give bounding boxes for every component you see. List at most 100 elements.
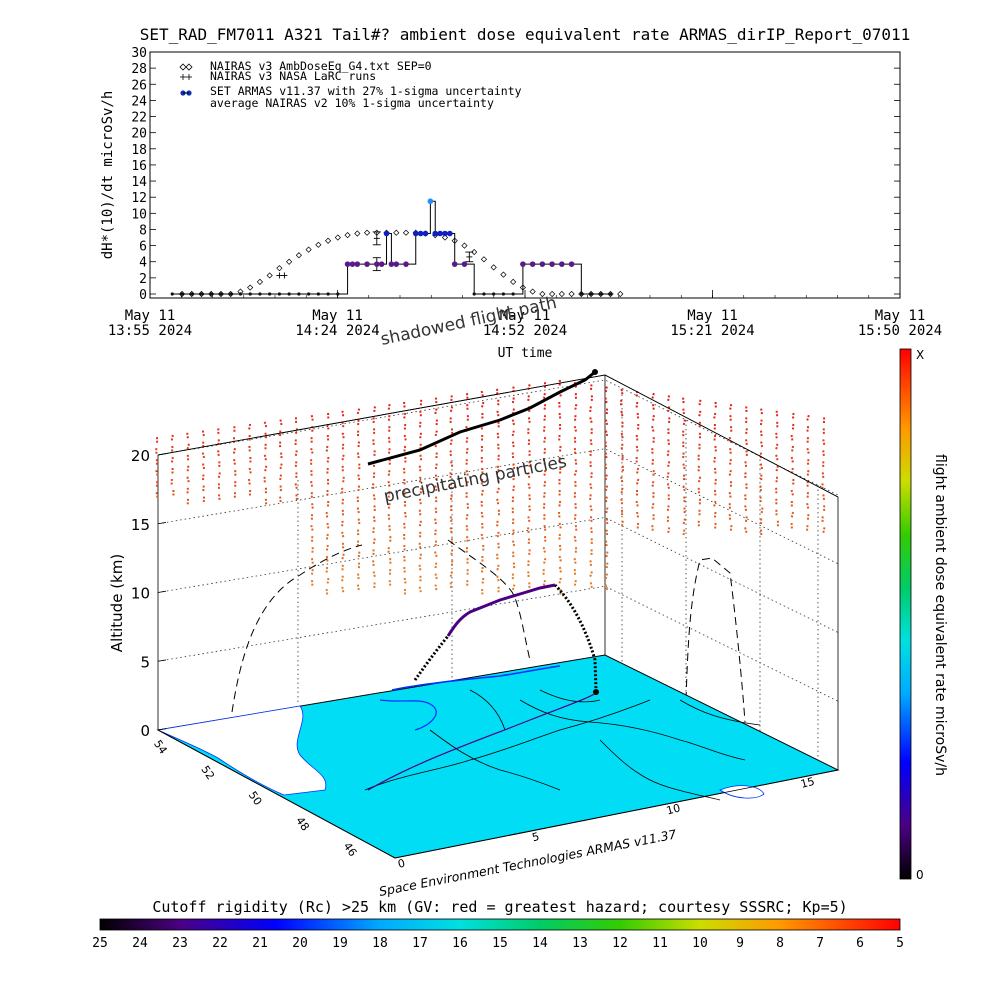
particle-streak xyxy=(325,445,329,453)
armas-dot-point xyxy=(326,292,330,296)
nairas-diamond-point xyxy=(256,278,264,285)
particle-streak xyxy=(372,516,376,523)
particle-streak xyxy=(651,425,655,433)
cutoff-colorbar-tick-label: 14 xyxy=(532,936,548,951)
y-tick-label: 0 xyxy=(139,288,147,303)
particle-streak xyxy=(821,472,825,479)
particle-streak xyxy=(449,516,453,523)
particle-streak xyxy=(759,419,763,426)
particle-streak xyxy=(418,542,422,549)
particle-streak xyxy=(388,580,392,587)
particle-streak xyxy=(310,524,314,532)
legend-dot-icon xyxy=(180,90,192,96)
nairas-diamond-point xyxy=(617,290,624,298)
cutoff-colorbar-tick-label: 18 xyxy=(372,936,388,951)
particle-streak xyxy=(729,525,733,532)
particle-streak xyxy=(342,476,345,483)
armas-dot-point xyxy=(297,292,301,296)
longitude-axis-ticks: 0 5 10 15 xyxy=(396,775,816,871)
particle-streak xyxy=(264,432,268,439)
particle-streak xyxy=(543,404,547,411)
particle-streak xyxy=(326,467,329,475)
cutoff-colorbar-tick-label: 19 xyxy=(332,936,348,951)
nairas-diamond-point xyxy=(295,252,302,259)
nairas-diamond-point xyxy=(363,229,371,236)
armas-dot-point xyxy=(349,261,356,267)
armas-dot-point xyxy=(427,198,434,205)
particle-streak xyxy=(620,476,624,484)
particle-streak xyxy=(217,472,221,479)
altitude-tick-label: 20 xyxy=(131,447,150,465)
particle-streak xyxy=(573,536,577,543)
particle-streak xyxy=(387,448,391,455)
particle-streak xyxy=(589,439,593,446)
particle-streak xyxy=(496,498,500,505)
particle-streak xyxy=(403,577,407,585)
particle-streak xyxy=(713,412,717,420)
particle-streak xyxy=(590,527,593,534)
particle-streak xyxy=(356,584,360,591)
particle-streak xyxy=(186,432,189,439)
cutoff-colorbar-ticks: 25 24 23 22 21 20 19 18 17 16 15 14 13 12 11 10 9 8 7 6 5 xyxy=(92,936,904,951)
particle-streak xyxy=(666,505,670,512)
cutoff-colorbar-tick-label: 9 xyxy=(736,936,744,951)
particle-streak xyxy=(434,430,438,437)
armas-dot-point xyxy=(388,261,395,267)
particle-streak xyxy=(620,498,624,505)
particle-streak xyxy=(806,414,810,422)
particle-streak xyxy=(434,463,438,470)
particle-streak xyxy=(511,441,515,448)
particle-streak xyxy=(341,553,345,561)
particle-streak xyxy=(651,392,655,400)
particle-streak xyxy=(372,538,376,545)
particle-streak xyxy=(605,507,609,514)
y-tick-label: 22 xyxy=(131,111,147,126)
particle-streak xyxy=(682,529,686,536)
particle-streak xyxy=(217,450,220,457)
particle-streak xyxy=(543,492,546,499)
nairas-diamond-point xyxy=(490,264,497,271)
particle-streak xyxy=(543,481,547,488)
particle-streak xyxy=(558,533,561,541)
particle-streak xyxy=(496,410,500,417)
nairas-diamond-point xyxy=(325,237,332,244)
legend: NAIRAS v3 AmbDoseEq_G4.txt SEP=0 NAIRAS … xyxy=(179,59,522,110)
altitude-tick-label: 5 xyxy=(140,653,150,671)
particle-streak xyxy=(465,437,469,444)
particle-streak xyxy=(806,447,810,455)
armas-dot-point xyxy=(599,292,603,296)
nairas-diamond-point xyxy=(402,229,410,236)
flight-track-3d xyxy=(413,583,598,691)
particle-streak xyxy=(357,474,361,481)
particle-streak xyxy=(465,547,469,554)
particle-streak xyxy=(573,558,577,565)
particle-streak xyxy=(527,395,530,402)
particle-streak xyxy=(589,406,592,413)
particle-streak xyxy=(729,448,732,455)
altitude-tick-label: 15 xyxy=(131,516,150,534)
legend-diamond-icon xyxy=(179,63,193,71)
particle-streak xyxy=(403,423,407,431)
particle-streak xyxy=(512,463,516,470)
y-tick-label: 16 xyxy=(131,159,147,174)
latitude-tick-label: 46 xyxy=(341,840,360,859)
armas-dot-point xyxy=(383,230,390,237)
particle-streak xyxy=(697,476,702,484)
particle-streak xyxy=(310,447,314,455)
armas-dot-point xyxy=(549,261,555,267)
particle-streak xyxy=(480,489,484,497)
altitude-tick xyxy=(157,522,167,525)
cutoff-colorbar-tick-label: 23 xyxy=(172,936,188,951)
particle-streak xyxy=(790,445,795,453)
particle-streak xyxy=(573,514,577,521)
latitude-tick-label: 54 xyxy=(151,738,170,757)
particle-streak xyxy=(325,511,329,519)
nairas-diamond-point xyxy=(578,290,585,298)
particle-streak xyxy=(682,518,686,525)
y-tick-label: 4 xyxy=(139,256,147,271)
particle-streak xyxy=(373,406,376,413)
armas-dot-point xyxy=(336,292,340,296)
particle-streak xyxy=(728,469,732,477)
armas-dot-point xyxy=(568,261,575,267)
